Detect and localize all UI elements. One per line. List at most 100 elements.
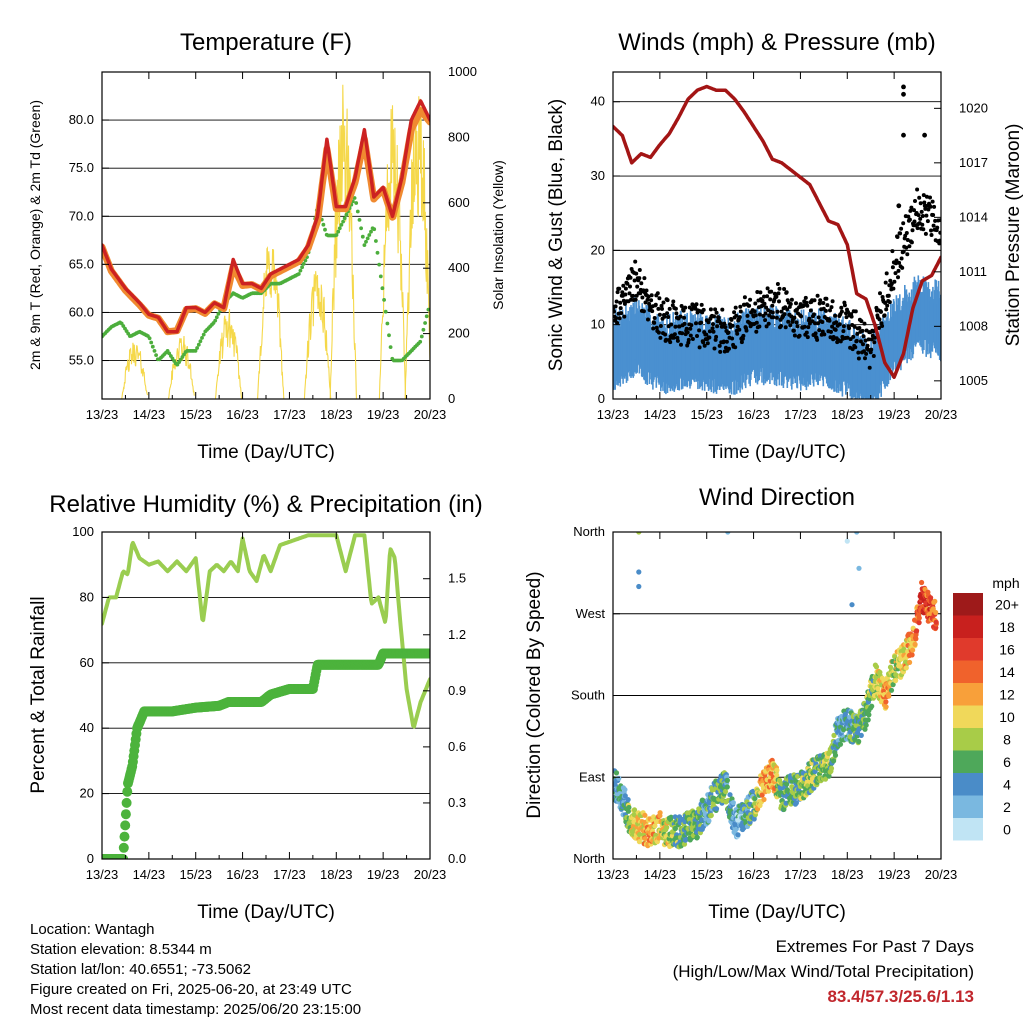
gust-point bbox=[713, 307, 718, 312]
colorbar-swatch bbox=[953, 795, 983, 818]
gust-point bbox=[888, 278, 893, 283]
gust-point bbox=[644, 288, 649, 293]
dewpoint-point bbox=[421, 327, 426, 332]
direction-point bbox=[875, 686, 881, 692]
gust-point bbox=[817, 301, 822, 306]
direction-point bbox=[636, 532, 642, 535]
dewpoint-point bbox=[423, 321, 427, 325]
gust-point bbox=[675, 338, 680, 343]
y2-tick-label: 0 bbox=[448, 391, 455, 406]
station-info: Location: Wantagh Station elevation: 8.5… bbox=[30, 920, 361, 1020]
direction-point bbox=[664, 824, 670, 831]
gust-point bbox=[872, 335, 877, 340]
gust-point bbox=[730, 323, 735, 328]
gust-point bbox=[792, 315, 797, 320]
gust-point bbox=[928, 195, 932, 200]
dewpoint-point bbox=[298, 268, 303, 273]
gust-point bbox=[938, 230, 941, 235]
gust-point bbox=[833, 327, 838, 332]
direction-point bbox=[909, 652, 915, 658]
gust-point bbox=[716, 315, 721, 320]
gust-point bbox=[779, 309, 784, 314]
gust-point bbox=[688, 333, 693, 338]
x-tick-label: 20/23 bbox=[414, 407, 447, 422]
gust-point bbox=[775, 282, 780, 286]
direction-point bbox=[793, 800, 800, 806]
gust-point bbox=[682, 315, 687, 320]
gust-point bbox=[650, 309, 655, 314]
gust-point bbox=[828, 308, 832, 313]
gust-point bbox=[783, 325, 788, 330]
gust-point bbox=[867, 365, 872, 370]
gust-point bbox=[901, 84, 906, 90]
dewpoint-point bbox=[382, 298, 386, 302]
colorbar-swatch bbox=[953, 638, 983, 661]
dewpoint-point bbox=[152, 349, 157, 353]
direction-point bbox=[725, 532, 731, 535]
precip-point bbox=[122, 786, 133, 797]
gust-point bbox=[918, 201, 923, 206]
gust-point bbox=[880, 324, 885, 328]
humidity-xlabel: Time (Day/UTC) bbox=[197, 902, 335, 923]
gust-point bbox=[863, 356, 867, 361]
gust-point bbox=[707, 329, 712, 334]
dewpoint-point bbox=[372, 227, 377, 232]
gust-point bbox=[730, 336, 735, 341]
station-location: Location: Wantagh bbox=[30, 921, 155, 938]
y-tick-label: West bbox=[576, 606, 606, 621]
direction-marks bbox=[613, 532, 939, 850]
gust-point bbox=[653, 302, 658, 307]
gust-point bbox=[862, 321, 867, 326]
direction-point bbox=[822, 776, 829, 782]
direction-point bbox=[865, 717, 871, 723]
dewpoint-point bbox=[360, 234, 365, 239]
y-tick-label: 60.0 bbox=[69, 304, 94, 319]
gust-point bbox=[861, 342, 865, 347]
gust-point bbox=[685, 330, 690, 335]
dewpoint-point bbox=[362, 243, 367, 248]
dewpoint-point bbox=[374, 239, 378, 243]
gust-point bbox=[699, 320, 704, 325]
dewpoint-point bbox=[301, 262, 306, 266]
gust-point bbox=[827, 318, 832, 323]
gust-point bbox=[671, 335, 676, 340]
gust-point bbox=[838, 339, 843, 344]
direction-point bbox=[932, 598, 938, 605]
dewpoint-point bbox=[419, 334, 424, 339]
gust-point bbox=[821, 301, 826, 305]
gust-point bbox=[683, 305, 688, 310]
gust-point bbox=[621, 283, 626, 288]
x-tick-label: 17/23 bbox=[784, 867, 817, 882]
x-tick-label: 20/23 bbox=[925, 407, 958, 422]
gust-point bbox=[789, 314, 794, 319]
gust-point bbox=[864, 351, 869, 356]
temperature-title: Temperature (F) bbox=[180, 29, 352, 56]
gust-point bbox=[757, 312, 762, 317]
gust-point bbox=[894, 258, 899, 263]
gust-point bbox=[847, 326, 852, 331]
y2-tick-label: 1008 bbox=[959, 318, 988, 333]
insolation-line bbox=[378, 105, 407, 399]
gust-point bbox=[869, 347, 874, 352]
direction-point bbox=[637, 832, 643, 838]
gust-point bbox=[893, 271, 898, 276]
gust-point bbox=[686, 337, 691, 342]
gust-point bbox=[937, 238, 941, 243]
gust-point bbox=[631, 293, 636, 298]
gust-point bbox=[669, 322, 674, 327]
colorbar-label: 16 bbox=[999, 641, 1015, 657]
colorbar-label: 6 bbox=[1003, 754, 1011, 770]
x-tick-label: 15/23 bbox=[690, 867, 723, 882]
gust-point bbox=[863, 338, 868, 343]
gust-point bbox=[920, 222, 925, 227]
gust-point bbox=[882, 313, 887, 318]
insolation-line bbox=[303, 271, 332, 399]
gust-point bbox=[662, 314, 667, 319]
gust-point bbox=[690, 337, 695, 341]
gust-point bbox=[668, 340, 673, 345]
gust-point bbox=[757, 324, 762, 329]
y2-tick-label: 1014 bbox=[959, 209, 988, 224]
direction-point bbox=[616, 775, 622, 781]
direction-point bbox=[713, 806, 720, 812]
colorbar-title: mph bbox=[992, 575, 1019, 591]
